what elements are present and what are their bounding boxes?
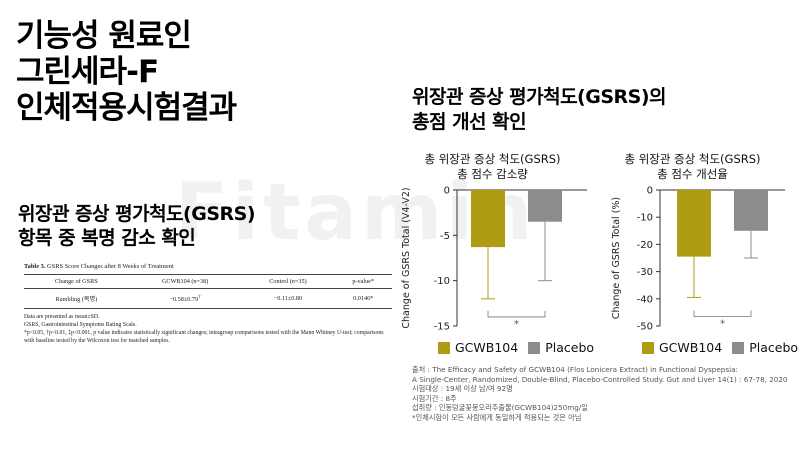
left-subtitle: 위장관 증상 평가척도(GSRS) 항목 중 복명 감소 확인 (18, 202, 256, 250)
significance-bracket (487, 310, 546, 318)
headline-line-3: 인체적용시험결과 (16, 90, 237, 126)
source-line: 섭취량 : 인동덩굴꽃봉오리추출물(GCWB104)250mg/일 (412, 403, 588, 412)
y-tick-label: 0 (444, 186, 450, 197)
legend-label-gcwb: GCWB104 (455, 340, 519, 355)
y-axis-label: Change of GSRS Total (%) (611, 197, 622, 319)
chart-1-title-line-2: 총 점수 감소량 (457, 167, 528, 181)
legend-item-gcwb: GCWB104 (438, 340, 518, 355)
right-subtitle-line-2: 총점 개선 확인 (412, 111, 527, 133)
chart-2-legend: GCWB104 Placebo (642, 340, 800, 355)
table-header-cell: p-value* (334, 274, 392, 289)
chart-gsrs-total-change: 0 -5 -10 -15 Change of GSRS Total (V4-V2) * (401, 186, 587, 333)
significance-marker: * (514, 319, 519, 330)
table-cell-label: Rumbling (복명) (24, 288, 129, 310)
y-tick-label: -20 (637, 240, 653, 251)
left-subtitle-line-2: 항목 중 복명 감소 확인 (18, 227, 196, 249)
source-line: *인체시험이 모든 사람에게 동일하게 적용되는 것은 아님 (412, 412, 582, 422)
significance-marker: * (720, 318, 725, 329)
table-cell-control: −0.11±0.80 (241, 288, 335, 310)
chart-2-title-line-2: 총 점수 개선율 (657, 167, 728, 181)
table-header-cell: Control (n=35) (241, 274, 335, 289)
table-row: Rumbling (복명) −0.58±0.79† −0.11±0.80 0.0… (24, 288, 392, 310)
chart-1-legend: GCWB104 Placebo (438, 340, 604, 355)
source-line: 시험기간 : 8주 (412, 393, 457, 403)
gsrs-table-block: Table 3. GSRS Score Changes after 8 Week… (24, 263, 392, 345)
table-note: GSRS, Gastrointestinal Symptoms Rating S… (24, 322, 137, 329)
table-header-cell: Change of GSRS (24, 274, 129, 289)
bar-gcwb104 (677, 190, 711, 257)
left-subtitle-line-1: 위장관 증상 평가척도(GSRS) (18, 203, 256, 225)
legend-label-placebo: Placebo (545, 340, 595, 355)
table-cell-gcwb: −0.58±0.79† (128, 288, 242, 310)
table-header-cell: GCWB104 (n=38) (128, 274, 242, 289)
table-header-row: Change of GSRS GCWB104 (n=38) Control (n… (24, 274, 392, 289)
legend-item-placebo: Placebo (732, 340, 798, 355)
legend-swatch-placebo (528, 341, 541, 354)
y-tick-label: -30 (637, 267, 653, 278)
right-subtitle-line-1: 위장관 증상 평가척도(GSRS)의 (412, 86, 667, 108)
headline: 기능성 원료인 그린세라-F 인체적용시험결과 (16, 18, 237, 126)
y-tick-label: -50 (637, 322, 653, 333)
source-line: 출처 : The Efficacy and Safety of GCWB104 … (412, 365, 738, 374)
chart-2-title-line-1: 총 위장관 증상 척도(GSRS) (624, 152, 761, 166)
legend-swatch-placebo (732, 341, 745, 354)
legend-label-placebo: Placebo (749, 340, 799, 355)
chart-gsrs-total-percent: 0 -10 -20 -30 -40 -50 Change of GSRS Total (%)… (611, 186, 785, 333)
gcwb-superscript: † (198, 294, 201, 300)
source-line: A Single-Center, Randomized, Double-Blin… (412, 374, 788, 384)
y-tick-label: 0 (647, 186, 653, 197)
chart-1-title: 총 위장관 증상 척도(GSRS) 총 점수 감소량 (415, 152, 570, 182)
table-note: Data are presented as mean±SD. (24, 314, 100, 321)
table-title: Table 3. GSRS Score Changes after 8 Week… (24, 263, 392, 270)
right-subtitle: 위장관 증상 평가척도(GSRS)의 총점 개선 확인 (412, 85, 667, 135)
chart-2-title: 총 위장관 증상 척도(GSRS) 총 점수 개선율 (615, 152, 770, 182)
table-title-label: Table 3. (24, 263, 46, 270)
headline-line-2: 그린세라-F (16, 54, 159, 90)
y-tick-label: -40 (637, 294, 653, 305)
gcwb-value: −0.58±0.79 (169, 296, 199, 304)
table-note: *p<0.05, †p<0.01, ‡p<0.001, p value indi… (24, 330, 384, 345)
legend-item-placebo: Placebo (528, 340, 594, 355)
bar-placebo (734, 190, 768, 231)
table-cell-pvalue: 0.0146* (334, 288, 392, 310)
bar-gcwb104 (471, 190, 505, 248)
gsrs-table: Change of GSRS GCWB104 (n=38) Control (n… (24, 274, 392, 310)
bar-placebo (528, 190, 562, 222)
y-tick-label: -10 (637, 213, 653, 224)
significance-bracket (693, 310, 752, 317)
table-notes: Data are presented as mean±SD. GSRS, Gas… (24, 313, 392, 345)
legend-swatch-gcwb (438, 341, 450, 354)
y-tick-label: -15 (434, 322, 450, 333)
source-note: 출처 : The Efficacy and Safety of GCWB104 … (412, 365, 788, 422)
headline-line-1: 기능성 원료인 (16, 18, 192, 54)
y-tick-label: -10 (434, 276, 450, 287)
source-line: 시험대상 : 19세 이상 남/여 92명 (412, 384, 513, 393)
y-axis-label: Change of GSRS Total (V4-V2) (401, 187, 412, 328)
legend-label-gcwb: GCWB104 (659, 340, 723, 355)
legend-swatch-gcwb (642, 341, 654, 354)
y-tick-label: -5 (440, 231, 450, 242)
table-title-text: GSRS Score Changes after 8 Weeks of Trea… (47, 263, 174, 270)
chart-1-title-line-1: 총 위장관 증상 척도(GSRS) (424, 152, 561, 166)
legend-item-gcwb: GCWB104 (642, 340, 722, 355)
